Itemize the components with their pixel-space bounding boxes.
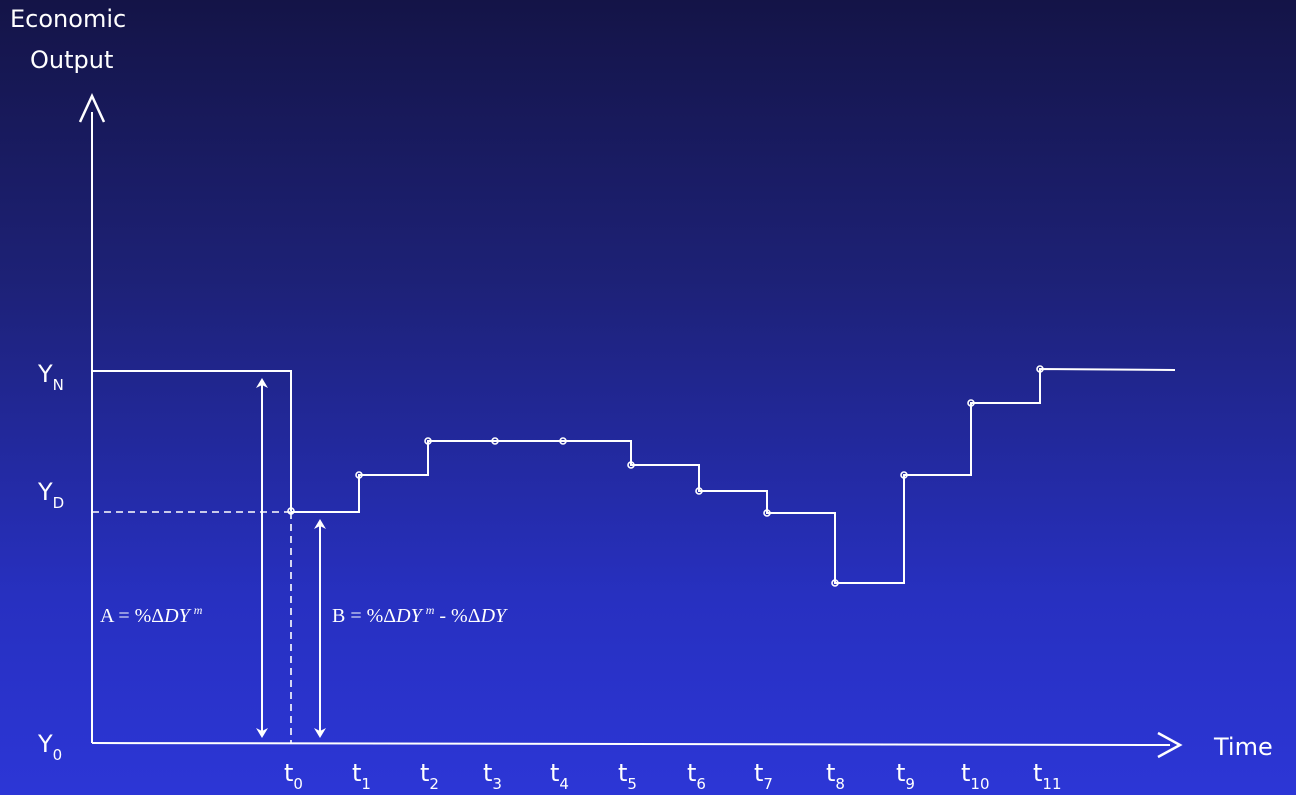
- time-point-marker: [1036, 365, 1044, 373]
- time-tick-label: t5: [618, 759, 637, 793]
- y-axis-title-line2: Output: [30, 46, 113, 74]
- time-tick-labels: t0 t1 t2 t3 t4 t5 t6 t7 t8 t9 t10 t11: [284, 759, 1062, 793]
- time-point-marker: [559, 437, 567, 445]
- axes: [78, 93, 1183, 759]
- time-point-marker: [287, 507, 295, 515]
- x-axis-arrow-icon: [1157, 731, 1183, 759]
- time-tick-label: t6: [687, 759, 706, 793]
- time-point-marker: [763, 509, 771, 517]
- time-tick-label: t11: [1033, 759, 1062, 793]
- time-tick-label: t10: [961, 759, 990, 793]
- x-axis-title: Time: [1213, 733, 1273, 761]
- formula-b: B = %ΔDY m - %ΔDY: [332, 603, 508, 627]
- time-tick-label: t2: [420, 759, 439, 793]
- x-axis: [91, 742, 1171, 746]
- time-point-markers: [287, 365, 1044, 587]
- time-point-marker: [831, 579, 839, 587]
- time-point-marker: [355, 471, 363, 479]
- time-tick-label: t8: [826, 759, 845, 793]
- formula-a: A = %ΔDY m: [100, 603, 203, 627]
- time-point-marker: [491, 437, 499, 445]
- time-tick-label: t3: [483, 759, 502, 793]
- time-tick-label: t0: [284, 759, 303, 793]
- time-tick-label: t9: [896, 759, 915, 793]
- time-tick-label: t1: [352, 759, 371, 793]
- pre-shock-output-line: [92, 370, 292, 511]
- y-level-label: Y0: [37, 730, 62, 764]
- time-tick-label: t7: [754, 759, 773, 793]
- time-point-marker: [967, 399, 975, 407]
- y-axis-title-line1: Economic: [10, 5, 126, 33]
- y-level-labels: YN YD Y0: [37, 360, 64, 764]
- y-level-label: YN: [37, 360, 64, 394]
- time-point-marker: [627, 461, 635, 469]
- recovery-step-path: [291, 367, 1176, 584]
- y-axis-arrow-icon: [78, 93, 106, 123]
- time-point-marker: [695, 487, 703, 495]
- y-level-label: YD: [37, 478, 64, 512]
- time-point-marker: [424, 437, 432, 445]
- time-point-marker: [900, 471, 908, 479]
- time-tick-label: t4: [550, 759, 569, 793]
